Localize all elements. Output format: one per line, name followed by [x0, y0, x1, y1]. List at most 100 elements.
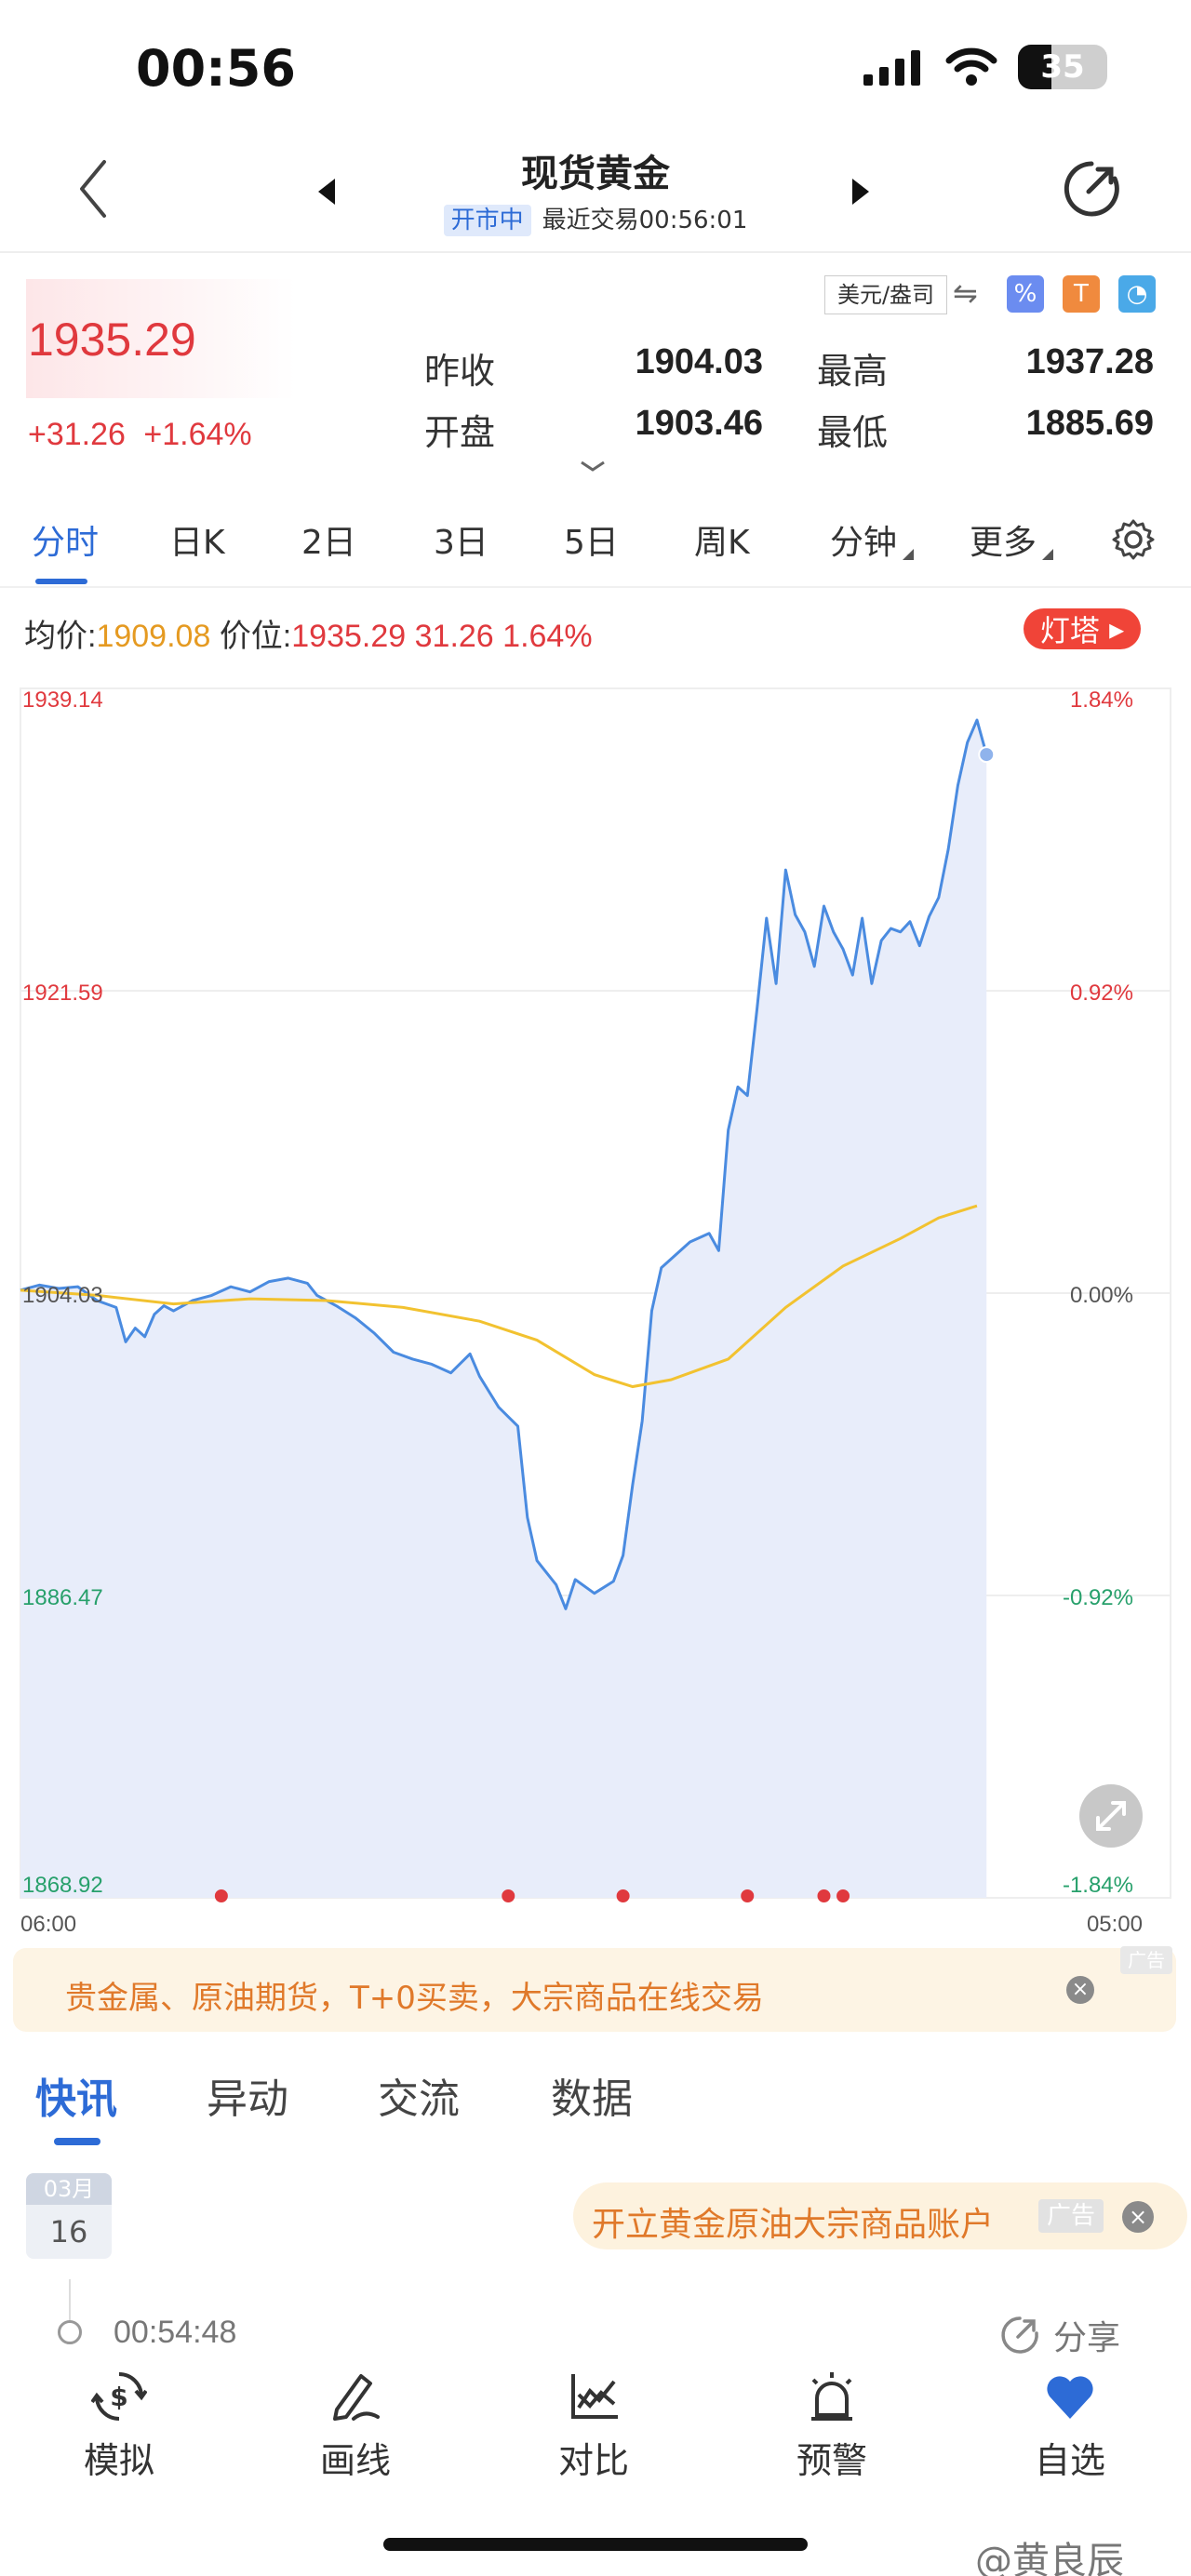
price-info-line: 均价:1909.08 价位:1935.29 31.26 1.64% [24, 610, 593, 656]
trade-status: 开市中 最近交易00:56:01 [0, 201, 1191, 236]
settings-gear-icon[interactable] [1111, 517, 1156, 562]
pie-tool-icon[interactable]: ◔ [1118, 275, 1156, 313]
indicator-tool-icon[interactable]: T [1063, 275, 1100, 313]
nav-draw-line-label: 画线 [319, 2440, 391, 2481]
market-open-badge: 开市中 [443, 205, 531, 236]
tab-more-label: 更多 [970, 524, 1037, 562]
signal-icon [863, 50, 920, 86]
compare-chart-icon [571, 2374, 618, 2419]
next-instrument-icon[interactable] [849, 177, 873, 207]
tab-3day[interactable]: 3日 [434, 524, 488, 562]
intraday-chart[interactable]: 1939.14 1.84% 1921.59 0.92% 1904.03 0.00% 1886… [0, 651, 1191, 1944]
event-marker [616, 1889, 630, 1902]
change-value: +31.26 [28, 417, 126, 452]
home-indicator [383, 2538, 808, 2551]
tab-minute[interactable]: 分钟 [830, 515, 915, 564]
refresh-icon[interactable] [1061, 158, 1122, 220]
nav-watchlist[interactable]: 自选 [1005, 2369, 1135, 2483]
nav-alert[interactable]: 预警 [767, 2369, 897, 2483]
share-icon [1001, 2316, 1038, 2354]
y-tick-label-left: 1904.03 [22, 1283, 103, 1308]
tab-minute-label: 分钟 [830, 524, 898, 562]
account-ad-tag: 广告 [1038, 2199, 1104, 2233]
percent-tool-icon[interactable]: % [1007, 275, 1044, 313]
fullscreen-icon [1096, 1801, 1126, 1831]
tab-more[interactable]: 更多 [970, 515, 1054, 564]
y-tick-label-right: -0.92% [1063, 1585, 1133, 1610]
alarm-icon [811, 2372, 852, 2421]
tab-5day[interactable]: 5日 [564, 524, 619, 562]
heart-icon [1047, 2376, 1093, 2419]
average-price-line [20, 1204, 978, 1389]
price-change: +31.26 +1.64% [28, 417, 252, 453]
ad-banner[interactable] [13, 1948, 1176, 2032]
y-tick-label-left: 1921.59 [22, 981, 103, 1006]
stat-label-open: 开盘 [424, 412, 496, 453]
ad-tag: 广告 [1120, 1946, 1172, 1974]
back-icon[interactable] [74, 156, 112, 221]
change-percent: +1.64% [143, 417, 252, 452]
stat-label-high: 最高 [817, 351, 889, 392]
nav-compare[interactable]: 对比 [529, 2369, 659, 2483]
news-date: 03月 16 [26, 2173, 112, 2259]
y-tick-label-right: 0.92% [1070, 981, 1133, 1006]
previous-instrument-icon[interactable] [314, 177, 339, 207]
nav-alert-label: 预警 [796, 2440, 867, 2481]
change-pct-line: 1.64% [502, 619, 593, 654]
change-value-line: 31.26 [414, 619, 494, 654]
tab-2day[interactable]: 2日 [301, 524, 356, 562]
event-marker [741, 1889, 755, 1902]
tab-movement[interactable]: 异动 [207, 2075, 288, 2123]
price-value: 1935.29 [291, 619, 407, 654]
x-tick-label: 05:00 [1087, 1912, 1143, 1937]
watermark: @黄良辰 [975, 2540, 1124, 2576]
price-label: 价位: [219, 619, 292, 654]
event-marker [836, 1889, 850, 1902]
ad-close-icon[interactable]: × [1066, 1976, 1094, 2004]
nav-compare-label: 对比 [557, 2440, 629, 2481]
expand-chevron-icon[interactable] [579, 460, 607, 473]
nav-draw-line[interactable]: 画线 [290, 2369, 421, 2483]
timeline-dot [58, 2320, 82, 2344]
event-marker [817, 1889, 831, 1902]
stat-value-prev-close: 1904.03 [635, 342, 763, 381]
dropdown-corner-icon [1042, 549, 1054, 560]
nav-simulate[interactable]: $ 模拟 [54, 2369, 184, 2483]
share-button[interactable]: 分享 [999, 2311, 1120, 2359]
tab-daily-k[interactable]: 日K [169, 524, 225, 562]
nav-simulate-label: 模拟 [83, 2440, 154, 2481]
unit-selector[interactable]: 美元/盎司 [824, 275, 947, 314]
tab-discussion[interactable]: 交流 [378, 2075, 460, 2123]
y-tick-label-left: 1886.47 [22, 1585, 103, 1610]
wifi-icon [945, 47, 997, 86]
account-ad-text[interactable]: 开立黄金原油大宗商品账户 [592, 2206, 995, 2244]
price-area-fill [20, 720, 987, 1898]
dropdown-corner-icon [903, 549, 915, 560]
y-tick-label-left: 1939.14 [22, 687, 103, 713]
header-divider [0, 251, 1191, 253]
account-ad-close-icon[interactable]: × [1122, 2201, 1154, 2233]
swap-unit-icon[interactable]: ⇋ [953, 275, 978, 311]
news-time: 00:54:48 [114, 2315, 237, 2350]
price-line [20, 718, 988, 1610]
active-tab-indicator [35, 579, 87, 584]
stat-label-prev-close: 昨收 [424, 351, 496, 392]
tab-intraday[interactable]: 分时 [32, 524, 100, 562]
lighthouse-button[interactable]: 灯塔 ▸ [1024, 608, 1141, 649]
status-time: 00:56 [136, 39, 296, 98]
y-tick-label-right: 1.84% [1070, 687, 1133, 713]
current-price: 1935.29 [28, 314, 196, 366]
stat-value-open: 1903.46 [635, 404, 763, 443]
tab-weekly-k[interactable]: 周K [694, 524, 750, 562]
stat-value-low: 1885.69 [1025, 404, 1154, 443]
stat-value-high: 1937.28 [1025, 342, 1154, 381]
tab-flash-news[interactable]: 快讯 [35, 2075, 117, 2123]
news-day: 16 [26, 2205, 112, 2259]
current-price-dot [978, 746, 996, 764]
y-tick-label-right: 0.00% [1070, 1283, 1133, 1308]
lighthouse-label: 灯塔 [1039, 613, 1100, 648]
y-tick-label-right: -1.84% [1063, 1873, 1133, 1898]
tab-data[interactable]: 数据 [551, 2075, 633, 2123]
page-title: 现货黄金 [521, 153, 670, 195]
ad-banner-text[interactable]: 贵金属、原油期货，T+0买卖，大宗商品在线交易 [65, 1980, 764, 2017]
